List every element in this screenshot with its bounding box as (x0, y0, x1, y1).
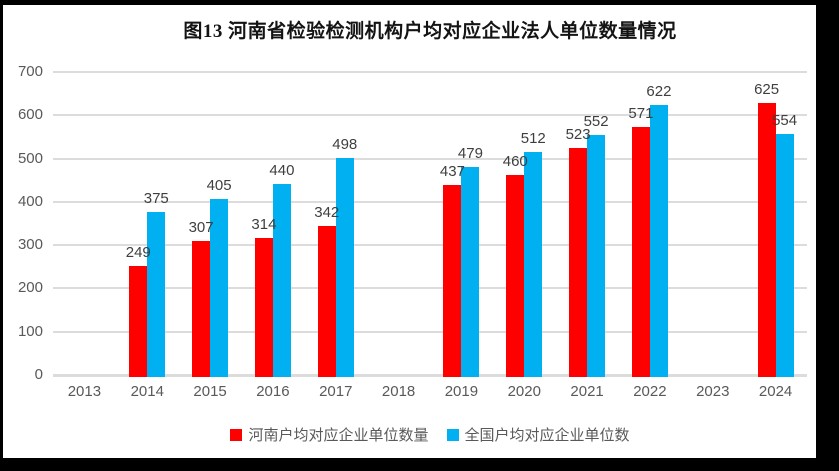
bar-value-label: 479 (457, 145, 483, 162)
gridline (53, 158, 807, 160)
bar (272, 184, 291, 377)
legend-label-henan: 河南户均对应企业单位数量 (248, 427, 429, 444)
gridline (53, 114, 807, 116)
bar-value-label: 460 (502, 153, 528, 170)
x-axis-tick-label: 2024 (758, 383, 793, 400)
bar (506, 175, 525, 377)
gridline (53, 71, 807, 73)
bar (649, 105, 668, 377)
bar-value-label: 523 (565, 126, 591, 143)
y-axis-tick-label: 500 (17, 150, 43, 167)
bar (147, 212, 166, 377)
y-axis-tick-label: 400 (17, 193, 43, 210)
y-axis-tick-label: 0 (34, 366, 43, 383)
bar-value-label: 571 (628, 105, 654, 122)
legend-item-henan: 河南户均对应企业单位数量 (230, 424, 429, 445)
gridline (53, 244, 807, 246)
x-axis-tick-label: 2020 (507, 383, 541, 400)
gridline (53, 374, 807, 377)
chart-title: 图13 河南省检验检测机构户均对应企业法人单位数量情况 (183, 21, 677, 42)
legend-swatch-red (230, 428, 243, 441)
bar-value-label: 249 (125, 244, 151, 261)
bar (210, 199, 229, 377)
x-axis-tick-label: 2014 (130, 383, 164, 400)
x-axis-tick-label: 2019 (444, 383, 479, 400)
x-axis-tick-label: 2018 (381, 383, 416, 400)
bar-value-label: 622 (646, 83, 672, 100)
y-axis-tick-label: 200 (17, 279, 43, 296)
bar (775, 134, 794, 377)
bar (524, 152, 543, 377)
bar-value-label: 625 (754, 81, 780, 98)
bar (254, 238, 273, 377)
gridline (53, 201, 807, 203)
chart-canvas: 图13 河南省检验检测机构户均对应企业法人单位数量情况 0 100 200 300 40… (3, 5, 816, 458)
x-axis-tick-label: 2017 (319, 383, 353, 400)
bar (317, 226, 336, 377)
bar-value-label: 437 (439, 163, 465, 180)
gridline (53, 287, 807, 289)
bar (443, 185, 462, 377)
x-axis-tick-label: 2013 (67, 383, 102, 400)
y-axis-tick-label: 600 (17, 106, 43, 123)
bar-value-label: 498 (332, 136, 358, 153)
bar (631, 127, 650, 377)
bar (757, 103, 776, 377)
y-axis-tick-label: 100 (17, 323, 43, 340)
legend-item-national: 全国户均对应企业单位数 (446, 424, 630, 445)
legend-swatch-blue (446, 428, 459, 441)
bar-value-label: 314 (251, 216, 277, 233)
bar (569, 148, 588, 377)
x-axis-tick-label: 2016 (256, 383, 290, 400)
bar (129, 266, 148, 377)
bar-value-label: 554 (772, 112, 798, 129)
bar-value-label: 405 (206, 177, 232, 194)
x-axis-tick-label: 2015 (193, 383, 227, 400)
bar-value-label: 375 (143, 190, 169, 207)
bar-value-label: 512 (520, 130, 546, 147)
bar (335, 158, 354, 377)
bar (461, 167, 480, 377)
bar (192, 241, 211, 377)
bar-value-label: 342 (314, 204, 340, 221)
y-axis-tick-label: 700 (17, 63, 43, 80)
x-axis-tick-label: 2022 (633, 383, 667, 400)
legend-label-national: 全国户均对应企业单位数 (464, 427, 630, 444)
chart-legend: 河南户均对应企业单位数量 全国户均对应企业单位数 (53, 424, 807, 445)
bar-value-label: 440 (269, 162, 295, 179)
x-axis-tick-label: 2021 (570, 383, 604, 400)
bar-value-label: 552 (583, 113, 609, 130)
bar-value-label: 307 (188, 219, 214, 236)
plot-area: 0 100 200 300 400 500 600 700 2013 2014 249 375 2015… (3, 5, 816, 458)
y-axis-tick-label: 300 (17, 236, 43, 253)
gridline (53, 331, 807, 333)
x-axis-tick-label: 2023 (696, 383, 730, 400)
bar (587, 135, 606, 377)
